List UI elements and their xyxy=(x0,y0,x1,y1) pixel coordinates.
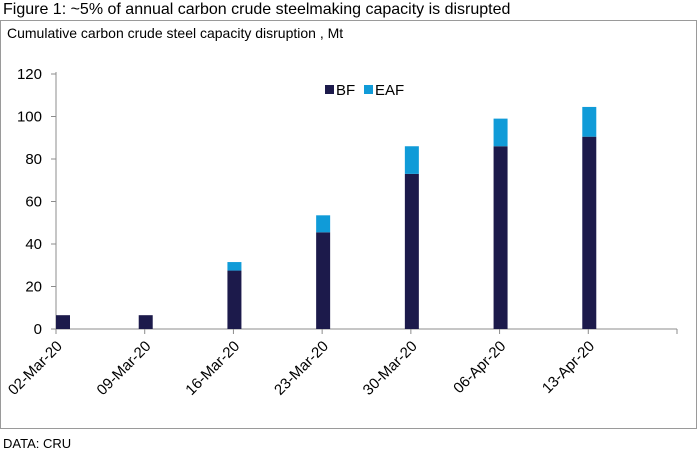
bar-eaf xyxy=(582,106,597,137)
y-tick-label: 20 xyxy=(25,279,42,296)
bar-bf xyxy=(582,136,597,329)
chart-title: Cumulative carbon crude steel capacity d… xyxy=(7,25,344,41)
y-tick-label: 0 xyxy=(34,321,42,338)
bar-eaf xyxy=(404,146,419,174)
y-tick-label: 60 xyxy=(25,194,42,211)
bar-bf xyxy=(56,315,70,329)
legend: BF EAF xyxy=(325,82,404,99)
y-tick-label: 120 xyxy=(17,66,42,83)
x-tick-label: 23-Mar-20 xyxy=(271,338,332,399)
y-tick-label: 80 xyxy=(25,151,42,168)
bar-eaf xyxy=(493,118,508,147)
bar-bf xyxy=(316,232,331,329)
legend-label: BF xyxy=(336,82,355,99)
bars xyxy=(56,106,597,329)
bar-eaf xyxy=(316,215,331,233)
y-tick-label: 40 xyxy=(25,236,42,253)
bar-bf xyxy=(404,173,419,329)
source-note: DATA: CRU xyxy=(3,436,72,451)
legend-swatch xyxy=(364,85,373,94)
chart-frame xyxy=(0,20,697,429)
x-tick-label: 06-Apr-20 xyxy=(450,338,509,397)
x-tick-label: 02-Mar-20 xyxy=(5,338,66,399)
axes: 0 20 40 60 80 100 120 02-Mar-20 09-Mar-20 16-Mar-… xyxy=(5,66,678,399)
x-tick-label: 09-Mar-20 xyxy=(94,338,155,399)
bar-bf xyxy=(493,146,508,329)
figure-title: Figure 1: ~5% of annual carbon crude ste… xyxy=(3,1,511,18)
legend-swatch xyxy=(325,85,334,94)
bar-bf xyxy=(227,270,242,329)
bar-eaf xyxy=(227,262,242,271)
x-tick-label: 13-Apr-20 xyxy=(539,338,598,397)
y-tick-label: 100 xyxy=(17,109,42,126)
x-tick-label: 16-Mar-20 xyxy=(182,338,243,399)
bar-bf xyxy=(138,315,153,329)
legend-label: EAF xyxy=(375,82,404,99)
x-tick-label: 30-Mar-20 xyxy=(360,338,421,399)
